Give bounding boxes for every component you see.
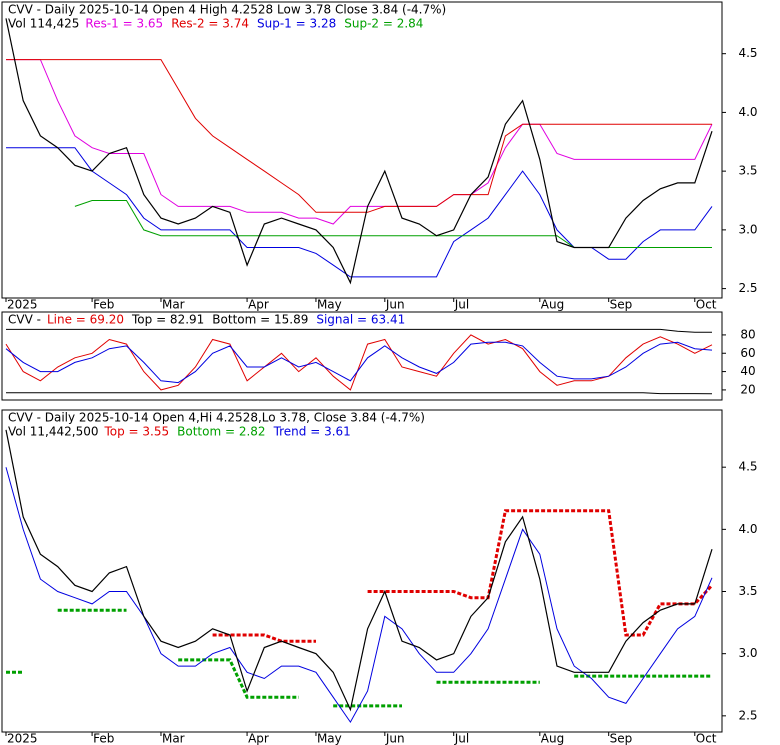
legend-entry: Sup-2 = 2.84: [344, 17, 423, 31]
y-tick-label: 60: [740, 346, 755, 360]
series-line: [6, 392, 713, 395]
panel: [1, 409, 723, 733]
x-tick-label: Apr: [248, 732, 269, 745]
series-line: [5, 341, 713, 384]
y-tick-label: 80: [740, 327, 755, 341]
x-tick-label: Jul: [454, 732, 469, 745]
series-line: [5, 467, 713, 724]
y-tick-label: 2.5: [738, 708, 757, 722]
series-line: [6, 147, 713, 278]
legend-entry: Res-2 = 3.74: [171, 17, 249, 31]
x-tick-label: Feb: [93, 298, 114, 312]
price-line: [5, 429, 713, 712]
legend-entry: Bottom = 2.82: [177, 425, 265, 439]
x-tick-label: Aug: [541, 298, 564, 312]
price-line: [5, 18, 713, 285]
y-tick-label: 4.0: [738, 522, 757, 536]
x-tick-label: May: [317, 298, 342, 312]
y-tick-label: 2.5: [738, 281, 757, 295]
y-tick-label: 20: [740, 382, 755, 396]
y-tick-label: 4.5: [738, 460, 757, 474]
legend-entry: Bottom = 15.89: [212, 313, 308, 327]
x-tick-label: Jun: [385, 732, 405, 745]
y-tick-label: 3.0: [738, 646, 757, 660]
y-tick-label: 4.0: [738, 105, 757, 119]
y-tick-label: 3.0: [738, 222, 757, 236]
legend-entry: Sup-1 = 3.28: [257, 17, 336, 31]
x-tick-label: Jul: [454, 298, 469, 312]
x-tick-label: Mar: [162, 732, 185, 745]
legend-entry: Signal = 63.41: [316, 313, 405, 327]
series-line: [212, 509, 714, 643]
y-tick-label: 3.5: [738, 584, 757, 598]
x-tick-label: 2025: [7, 298, 38, 312]
y-tick-label: 40: [740, 364, 755, 378]
chart-title: CVV - Daily 2025-10-14 Open 4 High 4.252…: [8, 3, 446, 17]
legend-entry: Top = 82.91: [131, 313, 204, 327]
y-tick-label: 4.5: [738, 46, 757, 60]
series-line: [6, 608, 712, 708]
legend-entry: Res-1 = 3.65: [85, 17, 163, 31]
x-tick-label: Oct: [696, 298, 717, 312]
x-tick-label: May: [317, 732, 342, 745]
chart-title: CVV -: [8, 313, 41, 327]
panel: [1, 1, 723, 299]
x-tick-label: Sep: [610, 298, 633, 312]
series-line: [6, 59, 712, 213]
x-tick-label: Oct: [696, 732, 717, 745]
series-line: [6, 328, 712, 333]
series-line: [6, 59, 713, 225]
series-line: [5, 334, 713, 391]
x-tick-label: Mar: [162, 298, 185, 312]
x-tick-label: 2025: [7, 732, 38, 745]
x-tick-label: Apr: [248, 298, 269, 312]
chart-title: CVV - Daily 2025-10-14 Open 4,Hi 4.2528,…: [8, 411, 425, 425]
x-tick-label: Aug: [541, 732, 564, 745]
x-tick-label: Sep: [610, 732, 633, 745]
legend-entry: Line = 69.20: [47, 313, 124, 327]
chart-subtitle: Vol 114,425: [8, 17, 79, 31]
chart-subtitle: Vol 11,442,500: [8, 425, 98, 439]
x-tick-label: Jun: [385, 298, 405, 312]
panel: [1, 311, 723, 401]
legend-entry: Top = 3.55: [103, 425, 169, 439]
y-tick-label: 3.5: [738, 164, 757, 178]
x-tick-label: Feb: [93, 732, 114, 745]
legend-entry: Trend = 3.61: [273, 425, 351, 439]
